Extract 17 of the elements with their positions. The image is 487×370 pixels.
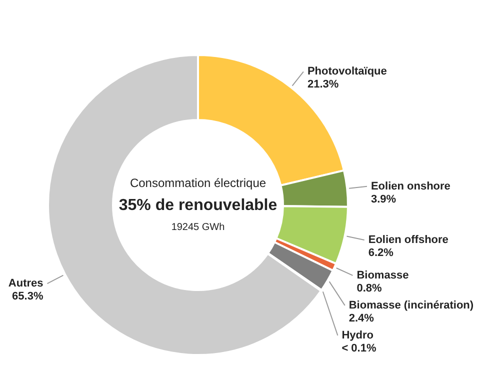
slice-label: Autres — [8, 278, 44, 290]
text: Consommation électrique — [130, 176, 266, 190]
data-label: < 0.1% — [342, 342, 376, 354]
data-label: 0.8% — [356, 282, 382, 294]
slice-label: Eolien onshore — [370, 180, 450, 192]
data-label: 21.3% — [307, 78, 339, 91]
slice-label: Biomasse — [356, 269, 409, 282]
data-label: 3.9% — [370, 193, 396, 206]
data-label: 6.2% — [368, 246, 394, 259]
slice-label: Biomasse (incinération) — [348, 299, 474, 312]
slice-label: Eolien offshore — [368, 234, 448, 246]
data-label: 65.3% — [12, 290, 44, 303]
text: 19245 GWh — [171, 222, 225, 233]
text: 35% de renouvelable — [118, 197, 278, 214]
slice-label: Hydro — [342, 329, 374, 342]
data-label: 2.4% — [348, 312, 374, 324]
slice-label: Photovoltaïque — [307, 66, 387, 78]
